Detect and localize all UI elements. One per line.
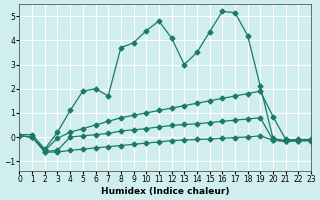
- X-axis label: Humidex (Indice chaleur): Humidex (Indice chaleur): [101, 187, 229, 196]
